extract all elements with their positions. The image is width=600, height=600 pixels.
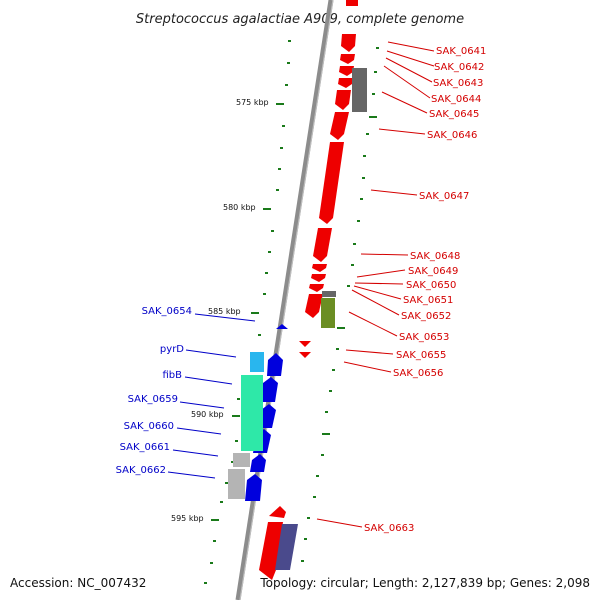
label-sak-0652[interactable]: SAK_0652 [401, 311, 451, 322]
gene-sak-0661-blue[interactable] [250, 454, 266, 472]
label-sak-0655[interactable]: SAK_0655 [396, 350, 446, 361]
gene-sak-0644[interactable] [338, 78, 353, 88]
gene-slate[interactable] [275, 524, 298, 570]
label-sak-0650[interactable]: SAK_0650 [406, 280, 456, 291]
label-sak-0647[interactable]: SAK_0647 [419, 191, 469, 202]
label-sak-0648[interactable]: SAK_0648 [410, 251, 460, 262]
gene-sak-0649[interactable] [312, 264, 327, 272]
gene-sak-0654[interactable] [276, 324, 288, 329]
scale-label-585: 585 kbp [208, 307, 241, 316]
gene-pyrD-blue[interactable] [267, 353, 283, 376]
scale-label-595: 595 kbp [171, 514, 204, 523]
gene-sak-0650[interactable] [311, 274, 326, 282]
gene-sak-0662[interactable] [228, 469, 245, 499]
scale-label-590: 590 kbp [191, 410, 224, 419]
gene-sak-0648[interactable] [313, 228, 332, 262]
label-sak-0651[interactable]: SAK_0651 [403, 295, 453, 306]
label-sak-0654[interactable]: SAK_0654 [142, 306, 192, 317]
label-sak-0642[interactable]: SAK_0642 [434, 62, 484, 73]
left-label-texts: SAK_0654 pyrD fibB SAK_0659 SAK_0660 SAK… [116, 306, 192, 476]
scale-ruler-right [301, 47, 379, 562]
gene-sak-0647[interactable] [319, 142, 344, 224]
gene-sak-0640[interactable] [346, 0, 358, 6]
label-sak-0663[interactable]: SAK_0663 [364, 523, 414, 534]
gene-fibB-blue[interactable] [261, 377, 278, 402]
label-sak-0659[interactable]: SAK_0659 [128, 394, 178, 405]
label-sak-0644[interactable]: SAK_0644 [431, 94, 481, 105]
gene-sak-0662-blue[interactable] [245, 474, 262, 501]
right-labels [316, 41, 435, 528]
gene-sak-0663[interactable] [269, 506, 286, 518]
accession-label: Accession: NC_007432 [10, 576, 146, 590]
genome-summary: Topology: circular; Length: 2,127,839 bp… [259, 576, 590, 590]
label-sak-0645[interactable]: SAK_0645 [429, 109, 479, 120]
label-sak-0660[interactable]: SAK_0660 [124, 421, 174, 432]
gene-sak-0664[interactable] [259, 522, 283, 580]
label-sak-0661[interactable]: SAK_0661 [120, 442, 170, 453]
label-sak-0646[interactable]: SAK_0646 [427, 130, 477, 141]
gene-sak-0646[interactable] [330, 112, 349, 140]
gene-sak-0651-marker[interactable] [322, 291, 336, 297]
label-sak-0662[interactable]: SAK_0662 [116, 465, 166, 476]
label-sak-0656[interactable]: SAK_0656 [393, 368, 443, 379]
gene-fibB-block[interactable] [241, 375, 263, 451]
major-tick [263, 208, 271, 210]
label-sak-0649[interactable]: SAK_0649 [408, 266, 458, 277]
gene-sak-0642[interactable] [340, 54, 355, 64]
major-tick [232, 415, 240, 417]
gene-sak-0643[interactable] [339, 66, 354, 76]
scale-labels: 575 kbp 580 kbp 585 kbp 590 kbp 595 kbp [171, 98, 269, 523]
scale-label-575: 575 kbp [236, 98, 269, 107]
gene-sak-0655[interactable] [299, 341, 311, 347]
scale-ruler [204, 40, 291, 584]
gene-sak-0656[interactable] [299, 352, 311, 358]
gene-sak-0661[interactable] [233, 453, 250, 467]
map-title: Streptococcus agalactiae A909, complete … [136, 12, 464, 27]
misc-genes [275, 68, 367, 570]
gene-pyrD[interactable] [250, 352, 264, 372]
major-tick [211, 519, 219, 521]
reverse-strand-genes [259, 0, 358, 580]
gene-sak-0645[interactable] [335, 90, 351, 110]
label-sak-0643[interactable]: SAK_0643 [433, 78, 483, 89]
gene-dark-grey[interactable] [352, 68, 367, 112]
label-sak-0653[interactable]: SAK_0653 [399, 332, 449, 343]
gene-sak-0651[interactable] [309, 284, 324, 292]
label-fibB[interactable]: fibB [162, 370, 182, 381]
label-sak-0641[interactable]: SAK_0641 [436, 46, 486, 57]
major-tick [276, 103, 284, 105]
left-labels [167, 313, 256, 479]
gene-sak-0641[interactable] [341, 34, 356, 52]
rna-gene-block [228, 352, 264, 499]
right-label-texts: SAK_0641 SAK_0642 SAK_0643 SAK_0644 SAK_… [364, 46, 486, 534]
scale-label-580: 580 kbp [223, 203, 256, 212]
gene-sak-0652[interactable] [305, 294, 323, 318]
major-tick [251, 312, 259, 314]
label-pyrD[interactable]: pyrD [160, 344, 184, 355]
gene-sak-0653[interactable] [321, 298, 335, 328]
